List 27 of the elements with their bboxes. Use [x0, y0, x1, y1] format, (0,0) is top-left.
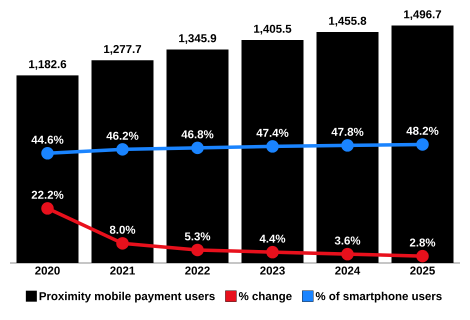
- data-label: 4.4%: [260, 234, 286, 243]
- x-tick-label: 2021: [110, 266, 135, 275]
- data-label: 46.8%: [181, 130, 214, 138]
- data-label: 46.2%: [106, 132, 138, 140]
- data-label: 3.6%: [334, 236, 360, 245]
- data-label: 47.8%: [331, 128, 364, 136]
- x-tick-label: 2024: [335, 266, 360, 275]
- data-label: 1,496.7: [404, 10, 442, 20]
- data-label: 8.0%: [110, 226, 136, 234]
- legend-label: % change: [238, 292, 292, 303]
- data-label: 2.8%: [410, 238, 436, 247]
- data-label: 22.2%: [32, 190, 64, 199]
- data-label: 1,182.6: [29, 60, 66, 70]
- x-tick-label: 2023: [260, 266, 285, 275]
- legend-label: % of smartphone users: [316, 292, 442, 302]
- data-label: 1,455.8: [329, 16, 366, 27]
- data-label: 44.6%: [31, 136, 64, 144]
- data-label: 48.2%: [406, 126, 438, 135]
- data-label: 1,277.7: [104, 45, 142, 55]
- x-tick-label: 2022: [185, 266, 210, 275]
- data-label: 1,405.5: [254, 24, 292, 34]
- x-tick-label: 2025: [410, 266, 435, 275]
- legend-label: Proximity mobile payment users: [40, 292, 215, 302]
- x-tick-label: 2020: [35, 266, 60, 275]
- data-label: 1,345.9: [179, 34, 216, 44]
- data-label: 5.3%: [184, 232, 210, 240]
- data-label: 47.4%: [256, 128, 288, 137]
